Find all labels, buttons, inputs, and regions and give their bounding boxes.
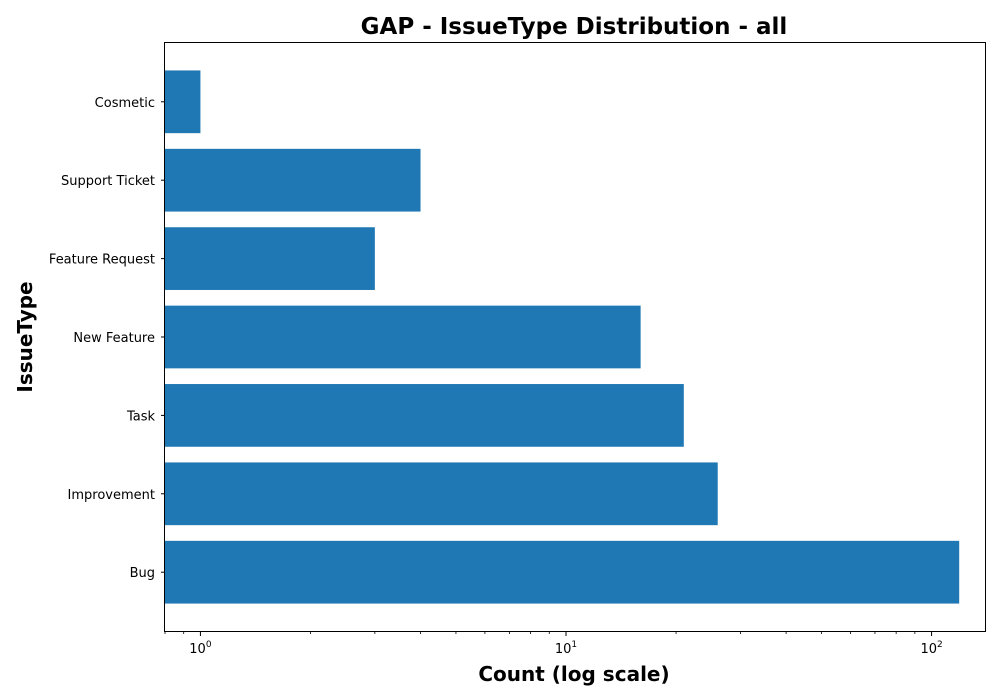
y-axis-label: IssueType [13,281,37,392]
x-tick-label: 101 [555,640,577,657]
x-axis-label: Count (log scale) [478,662,669,686]
bar-improvement [165,462,718,526]
bar-task [165,384,684,447]
bars-group [165,70,960,604]
y-ticks-group: Bug Improvement Task New Feature Feature Req… [49,96,165,581]
plot-frame [164,42,986,632]
y-tick-label: Feature Request [49,253,155,268]
x-tick-label: 102 [920,640,942,657]
y-tick-label: Task [126,409,156,424]
bar-feature-request [165,227,375,290]
x-tick-label: 100 [189,640,212,657]
bar-bug [165,540,960,604]
bar-cosmetic [165,70,201,134]
x-ticks-group: 100 101 102 [164,631,943,657]
y-tick-label: Cosmetic [95,96,155,111]
y-tick-label: Improvement [68,488,155,503]
y-tick-label: Support Ticket [61,174,155,189]
bar-new-feature [165,305,641,369]
y-tick-label: New Feature [73,331,155,346]
bar-support-ticket [165,148,421,212]
y-tick-label: Bug [130,566,155,581]
chart-title: GAP - IssueType Distribution - all [361,14,788,40]
